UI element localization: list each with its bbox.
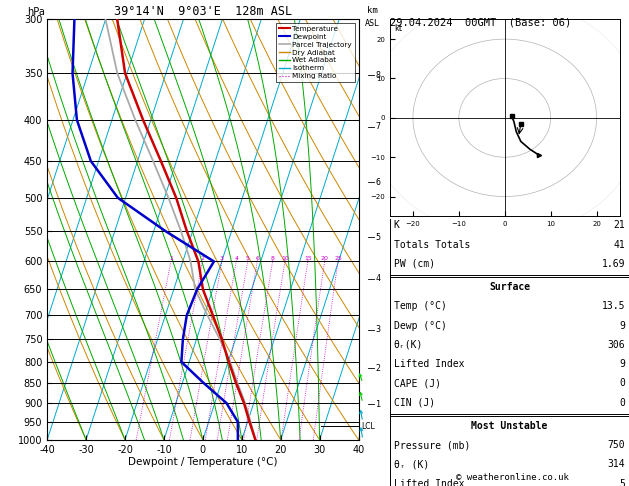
Legend: Temperature, Dewpoint, Parcel Trajectory, Dry Adiabat, Wet Adiabat, Isotherm, Mi: Temperature, Dewpoint, Parcel Trajectory… bbox=[276, 23, 355, 82]
Text: 306: 306 bbox=[608, 340, 625, 350]
Text: 2: 2 bbox=[201, 257, 204, 261]
Text: 8: 8 bbox=[376, 71, 381, 80]
Text: 21: 21 bbox=[614, 220, 625, 230]
Text: 9: 9 bbox=[620, 359, 625, 369]
Text: kt: kt bbox=[394, 24, 403, 33]
Text: 3: 3 bbox=[376, 326, 381, 334]
Text: 0: 0 bbox=[620, 398, 625, 408]
Text: Totals Totals: Totals Totals bbox=[394, 240, 470, 250]
Text: CIN (J): CIN (J) bbox=[394, 398, 435, 408]
Text: Temp (°C): Temp (°C) bbox=[394, 301, 447, 312]
Text: 750: 750 bbox=[608, 440, 625, 450]
Text: K: K bbox=[394, 220, 399, 230]
Text: 20: 20 bbox=[321, 257, 328, 261]
Text: 29.04.2024  00GMT  (Base: 06): 29.04.2024 00GMT (Base: 06) bbox=[390, 17, 571, 27]
Text: PW (cm): PW (cm) bbox=[394, 259, 435, 269]
Text: 3: 3 bbox=[220, 257, 224, 261]
Text: 1: 1 bbox=[169, 257, 173, 261]
Text: 41: 41 bbox=[614, 240, 625, 250]
Text: 7: 7 bbox=[376, 122, 381, 131]
Text: Lifted Index: Lifted Index bbox=[394, 479, 464, 486]
Text: CAPE (J): CAPE (J) bbox=[394, 379, 440, 388]
Text: 8: 8 bbox=[270, 257, 274, 261]
Text: 4: 4 bbox=[234, 257, 238, 261]
Text: LCL: LCL bbox=[362, 422, 376, 431]
Text: 13.5: 13.5 bbox=[602, 301, 625, 312]
Text: θᵣ (K): θᵣ (K) bbox=[394, 459, 429, 469]
Text: 1: 1 bbox=[376, 399, 381, 409]
Text: 4: 4 bbox=[376, 274, 381, 283]
Text: 314: 314 bbox=[608, 459, 625, 469]
Text: θᵣ(K): θᵣ(K) bbox=[394, 340, 423, 350]
Text: 2: 2 bbox=[376, 364, 381, 373]
Text: hPa: hPa bbox=[27, 7, 45, 17]
Text: 10: 10 bbox=[281, 257, 289, 261]
Text: Surface: Surface bbox=[489, 282, 530, 292]
Bar bbox=[390, 275, 629, 416]
Text: 15: 15 bbox=[304, 257, 312, 261]
Text: Dewp (°C): Dewp (°C) bbox=[394, 321, 447, 330]
Text: 6: 6 bbox=[255, 257, 259, 261]
Text: 0: 0 bbox=[620, 379, 625, 388]
Text: 25: 25 bbox=[334, 257, 342, 261]
Text: 6: 6 bbox=[376, 177, 381, 187]
Bar bbox=[390, 216, 629, 278]
Text: © weatheronline.co.uk: © weatheronline.co.uk bbox=[456, 473, 569, 482]
Text: ASL: ASL bbox=[365, 19, 380, 29]
Text: km: km bbox=[367, 6, 378, 15]
Text: 5: 5 bbox=[620, 479, 625, 486]
Text: Most Unstable: Most Unstable bbox=[471, 421, 548, 431]
Text: 1.69: 1.69 bbox=[602, 259, 625, 269]
Title: 39°14'N  9°03'E  128m ASL: 39°14'N 9°03'E 128m ASL bbox=[114, 5, 292, 18]
Text: 5: 5 bbox=[246, 257, 250, 261]
Text: 5: 5 bbox=[376, 233, 381, 242]
Text: 9: 9 bbox=[620, 321, 625, 330]
Text: Lifted Index: Lifted Index bbox=[394, 359, 464, 369]
X-axis label: Dewpoint / Temperature (°C): Dewpoint / Temperature (°C) bbox=[128, 457, 277, 468]
Bar bbox=[390, 414, 629, 486]
Text: Pressure (mb): Pressure (mb) bbox=[394, 440, 470, 450]
